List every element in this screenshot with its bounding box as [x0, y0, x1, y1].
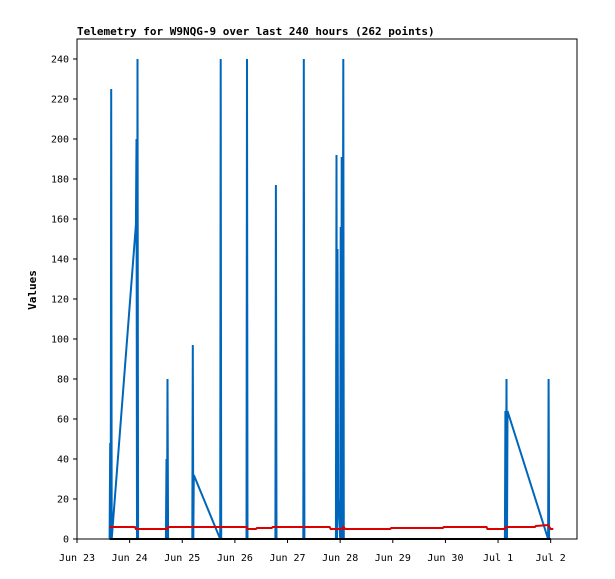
x-tick-label: Jun 29: [375, 553, 411, 564]
y-tick-label: 200: [51, 135, 69, 146]
x-tick-label: Jun 25: [164, 553, 200, 564]
series-line-2: [109, 523, 554, 530]
y-tick-label: 100: [51, 335, 69, 346]
y-tick-label: 140: [51, 255, 69, 266]
y-tick-label: 160: [51, 215, 69, 226]
x-tick-label: Jul 1: [483, 553, 513, 564]
y-tick-label: 120: [51, 295, 69, 306]
x-tick-label: Jun 30: [427, 553, 463, 564]
y-tick-label: 20: [57, 495, 69, 506]
x-tick-label: Jun 24: [112, 553, 148, 564]
y-tick-label: 40: [57, 455, 69, 466]
x-axis: Jun 23 Jun 24 Jun 25 Jun 26 Jun 27 Jun 28 Jun …: [59, 539, 566, 564]
y-tick-label: 220: [51, 95, 69, 106]
y-axis-label: Values: [26, 270, 39, 310]
y-tick-label: 60: [57, 415, 69, 426]
y-tick-label: 80: [57, 375, 69, 386]
x-tick-label: Jun 26: [217, 553, 253, 564]
y-tick-label: 180: [51, 175, 69, 186]
y-tick-label: 240: [51, 55, 69, 66]
x-tick-label: Jun 28: [322, 553, 358, 564]
plot-area-frame: [76, 38, 578, 540]
y-axis: 0 20 40 60 80 100 120 140 160 180 200 220 240: [51, 55, 77, 546]
chart-title: Telemetry for W9NQG-9 over last 240 hour…: [77, 25, 435, 38]
x-tick-label: Jun 27: [269, 553, 305, 564]
y-tick-label: 0: [63, 535, 69, 546]
x-tick-label: Jun 23: [59, 553, 95, 564]
series-line-1: [108, 58, 551, 540]
x-tick-label: Jul 2: [536, 553, 566, 564]
series-layer: [108, 58, 554, 540]
